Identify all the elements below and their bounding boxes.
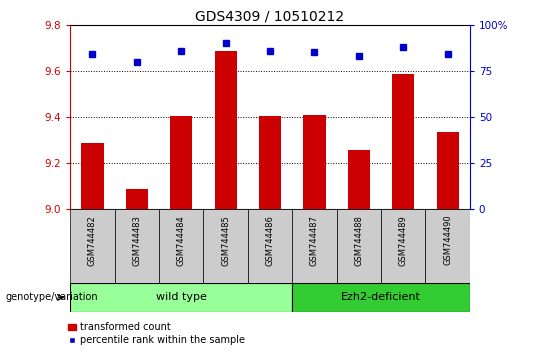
- Bar: [292, 283, 470, 312]
- Bar: [259, 116, 281, 209]
- Bar: [114, 209, 159, 283]
- Text: GSM744487: GSM744487: [310, 215, 319, 266]
- Text: Ezh2-deficient: Ezh2-deficient: [341, 292, 421, 302]
- Text: GSM744485: GSM744485: [221, 215, 230, 266]
- Bar: [82, 143, 104, 209]
- Title: GDS4309 / 10510212: GDS4309 / 10510212: [195, 10, 345, 24]
- Bar: [204, 209, 248, 283]
- Text: GSM744484: GSM744484: [177, 215, 186, 266]
- Bar: [70, 283, 292, 312]
- Bar: [70, 209, 114, 283]
- Bar: [303, 115, 326, 209]
- Bar: [436, 132, 458, 209]
- Bar: [292, 209, 336, 283]
- Bar: [126, 189, 148, 209]
- Text: GSM744488: GSM744488: [354, 215, 363, 266]
- Text: genotype/variation: genotype/variation: [5, 292, 98, 302]
- Text: wild type: wild type: [156, 292, 207, 302]
- Bar: [336, 209, 381, 283]
- Text: GSM744489: GSM744489: [399, 215, 408, 266]
- Text: GSM744486: GSM744486: [266, 215, 274, 266]
- Bar: [392, 74, 414, 209]
- Text: GSM744483: GSM744483: [132, 215, 141, 266]
- Bar: [348, 150, 370, 209]
- Bar: [248, 209, 292, 283]
- Bar: [159, 209, 204, 283]
- Text: GSM744482: GSM744482: [88, 215, 97, 266]
- Bar: [170, 116, 192, 209]
- Bar: [426, 209, 470, 283]
- Legend: transformed count, percentile rank within the sample: transformed count, percentile rank withi…: [64, 319, 249, 349]
- Bar: [214, 51, 237, 209]
- Bar: [381, 209, 426, 283]
- Text: GSM744490: GSM744490: [443, 215, 452, 266]
